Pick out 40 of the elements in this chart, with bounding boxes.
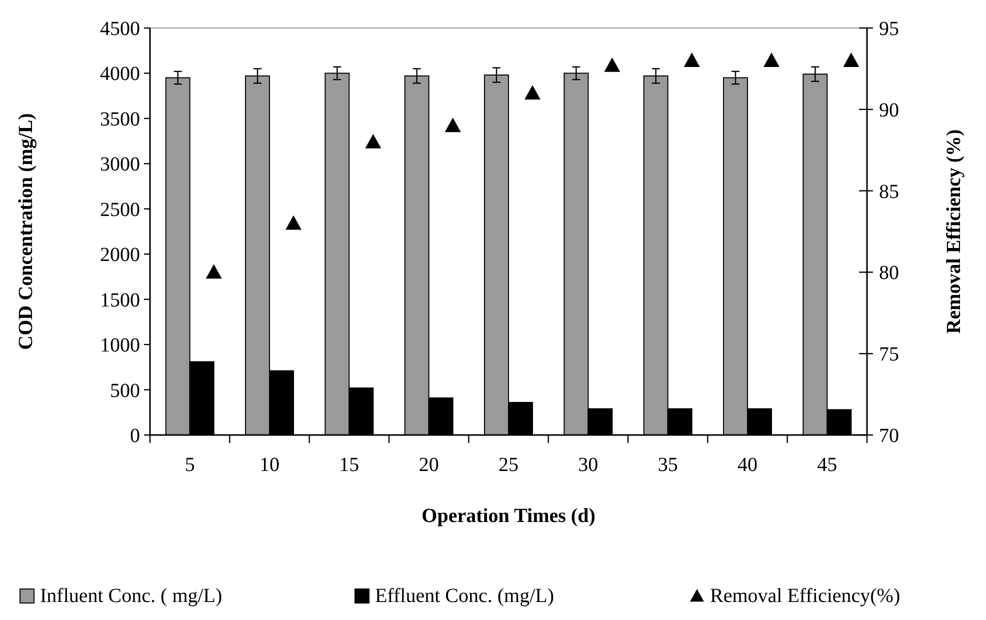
x-tick-label: 40 (738, 454, 758, 476)
point (684, 52, 700, 67)
x-tick-label: 25 (498, 454, 518, 476)
y2-tick-label: 75 (879, 344, 899, 366)
y-tick-label: 1000 (100, 334, 140, 357)
x-tick-label: 15 (339, 454, 360, 476)
point (524, 85, 540, 100)
y2-axis-title: Removal Efficiency (%) (943, 129, 965, 334)
x-tick-label: 5 (184, 454, 195, 476)
x-tick-label: 45 (817, 454, 838, 476)
point (206, 264, 222, 279)
point (365, 134, 382, 148)
y-tick-label: 500 (110, 380, 140, 402)
point (764, 52, 780, 67)
y-tick-label: 2500 (100, 198, 140, 221)
point (604, 57, 620, 72)
y2-tick-label: 95 (879, 18, 899, 40)
y-axis-title: COD Concentration (mg/L) (15, 113, 37, 350)
point (444, 118, 461, 132)
x-tick-label: 20 (418, 454, 439, 476)
x-tick-label: 30 (578, 454, 598, 476)
legend-label: Removal Efficiency(%) (710, 585, 900, 607)
y2-tick-label: 70 (879, 425, 899, 447)
point (286, 215, 302, 230)
y-tick-label: 2000 (100, 244, 140, 266)
y2-tick-label: 80 (879, 262, 899, 284)
x-tick-label: 10 (260, 454, 280, 476)
y-tick-label: 3000 (100, 154, 140, 176)
x-axis-title: Operation Times (d) (422, 505, 596, 527)
y-tick-label: 4000 (100, 63, 140, 86)
y-tick-label: 0 (130, 425, 140, 447)
x-tick-label: 35 (658, 454, 678, 476)
y-tick-label: 3500 (100, 108, 140, 130)
y-tick-label: 1500 (100, 289, 140, 312)
legend-label: Influent Conc. ( mg/L) (40, 585, 222, 607)
y2-tick-label: 85 (879, 180, 899, 203)
legend-label: Effluent Conc. (mg/L) (375, 585, 554, 607)
point (843, 52, 860, 67)
y2-tick-label: 90 (879, 99, 899, 122)
y-tick-label: 4500 (100, 18, 140, 40)
